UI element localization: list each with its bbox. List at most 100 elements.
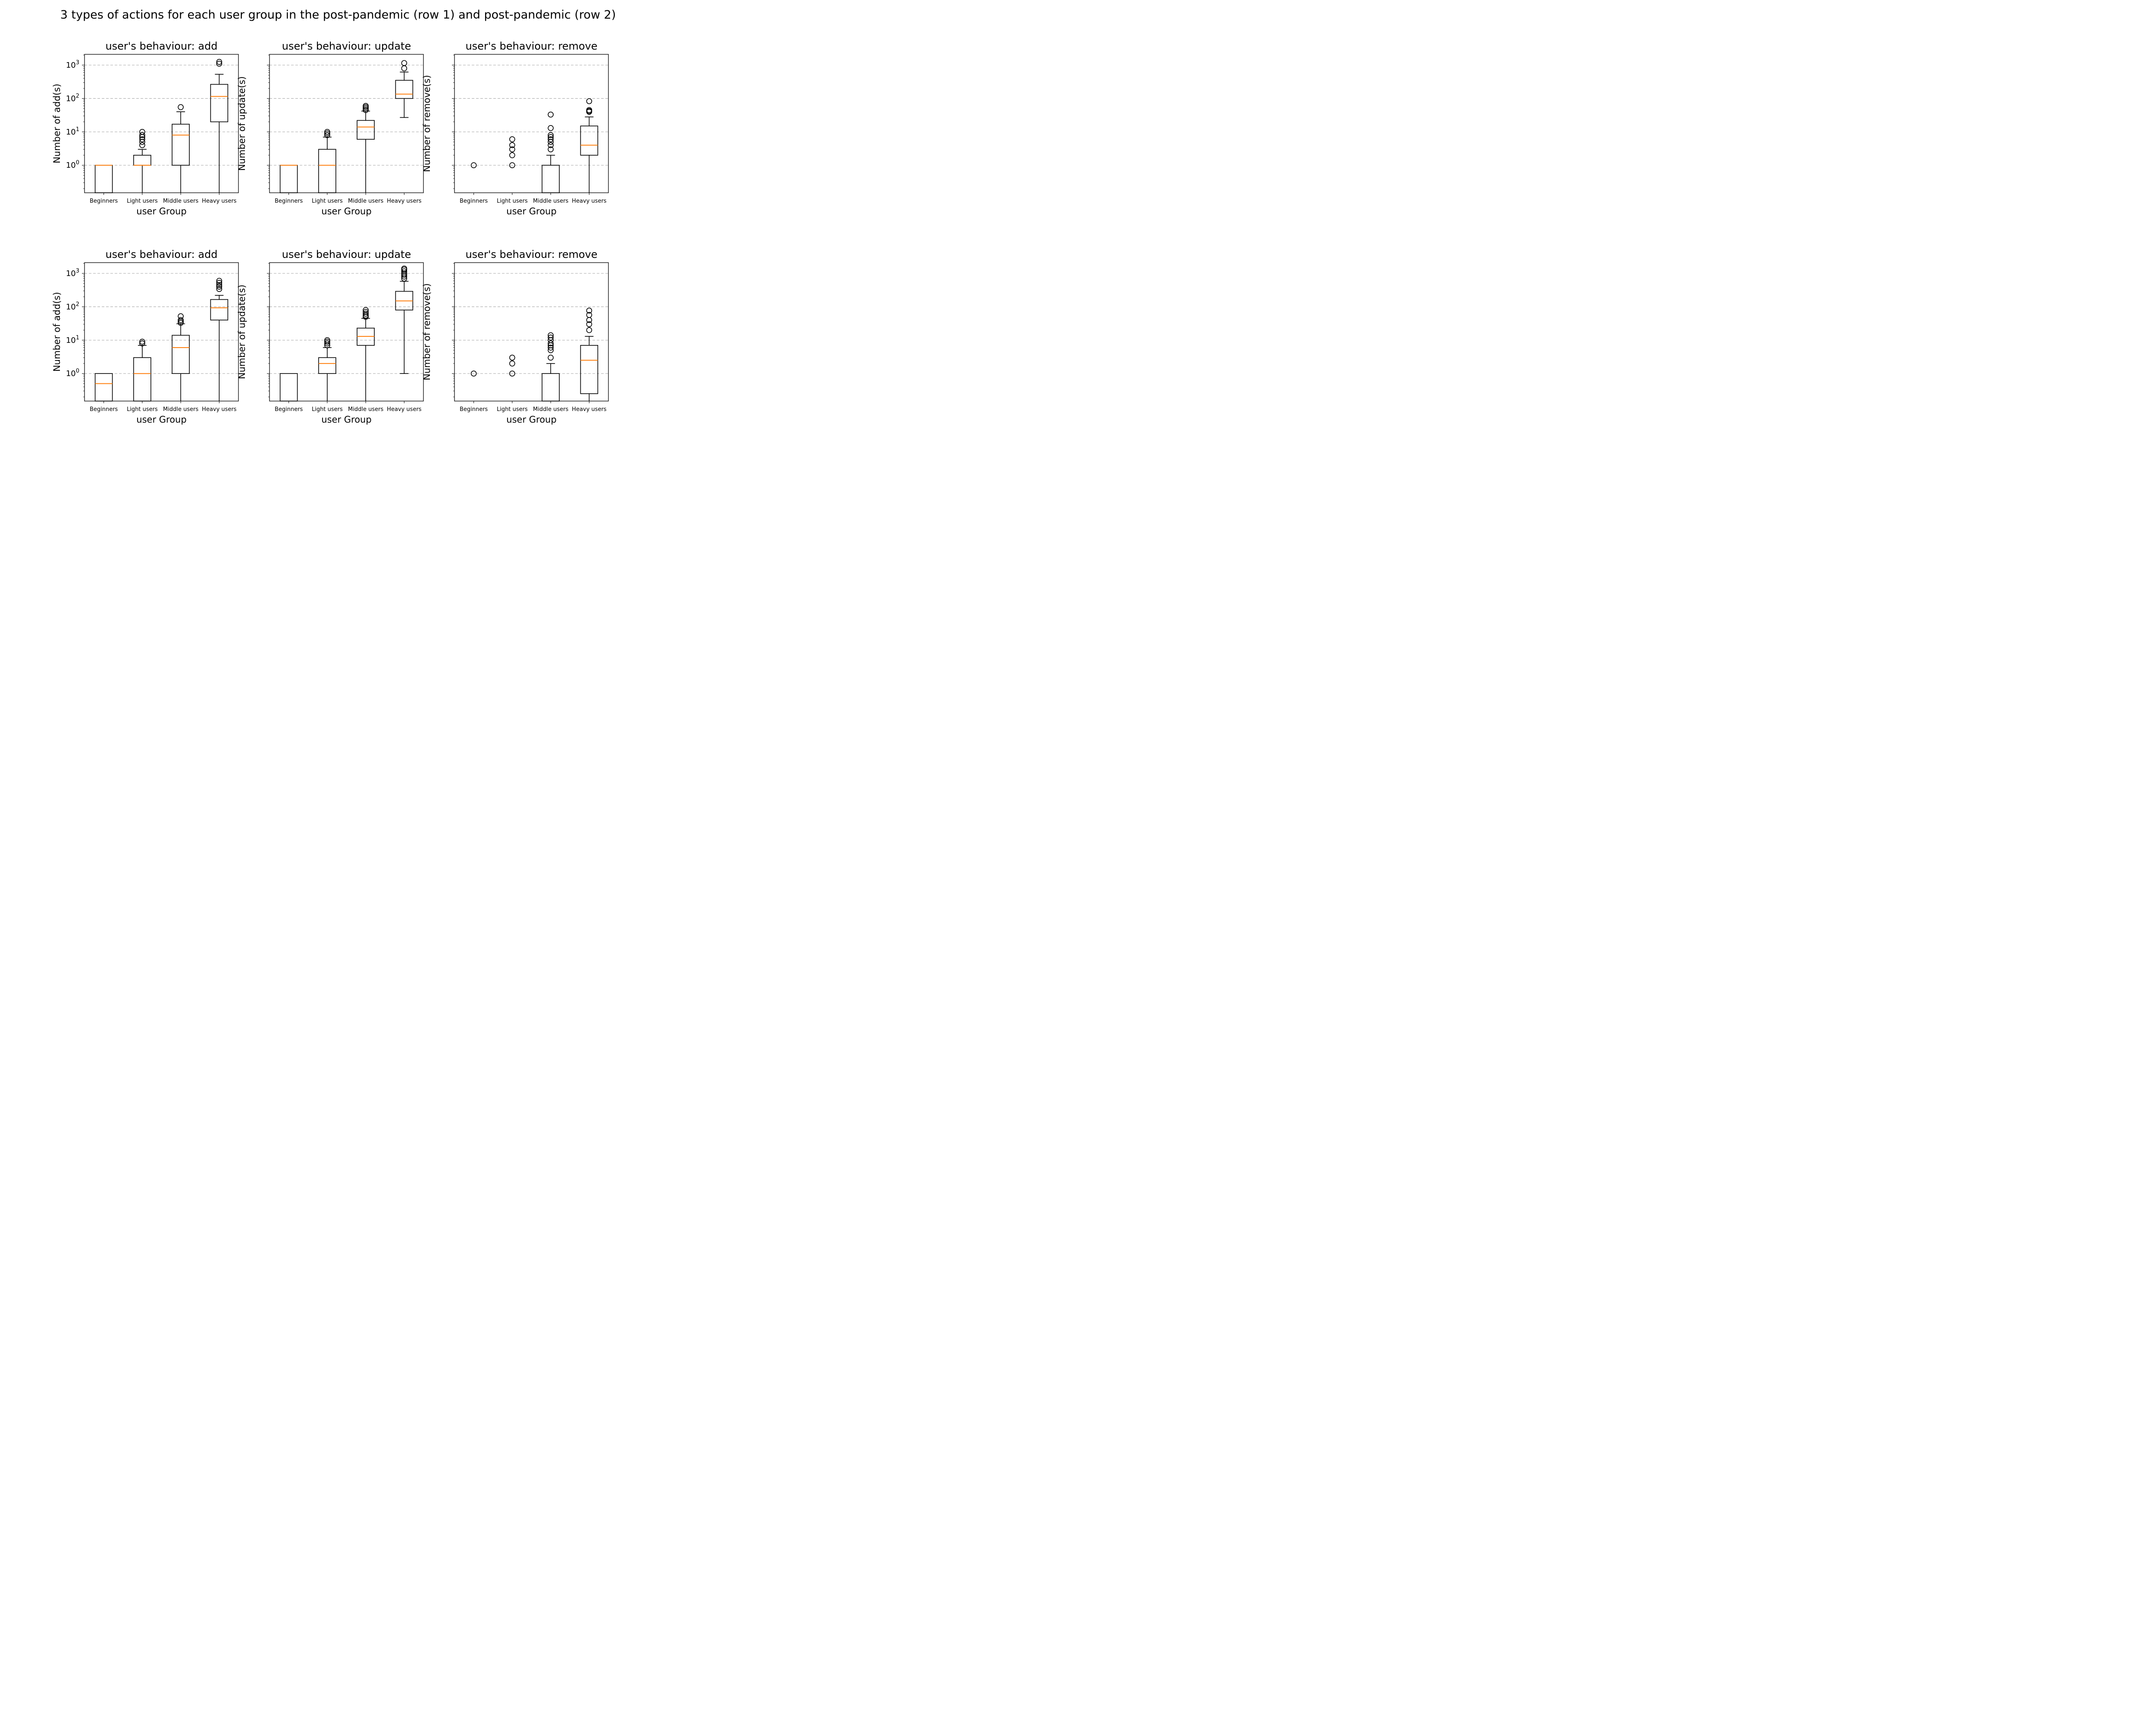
outlier-point	[509, 146, 515, 153]
outlier-point	[509, 361, 515, 367]
subplot-title: user's behaviour: add	[105, 248, 217, 260]
x-tick-label: Middle users	[163, 406, 198, 413]
x-tick-label: Beginners	[275, 406, 303, 413]
x-tick-label: Heavy users	[572, 198, 607, 204]
x-tick-label: Middle users	[348, 406, 383, 413]
subplot-6: Beginners Light users Middle users Heavy us…	[422, 248, 609, 425]
plot-frame	[454, 262, 609, 401]
outlier-point	[216, 60, 222, 67]
outlier-point	[509, 142, 515, 148]
subplot-3: Beginners Light users Middle users Heavy us…	[422, 40, 609, 216]
box-middle-users	[172, 104, 190, 193]
outlier-point	[548, 132, 554, 138]
outlier-point	[216, 283, 222, 290]
outlier-point	[139, 129, 145, 135]
outlier-point	[324, 129, 330, 135]
subplot-5: Beginners Light users Middle users Heavy us…	[237, 248, 424, 425]
subplot-4: 100 101 102 103 Beginners Light users Middle u…	[52, 248, 239, 425]
outlier-point	[363, 310, 369, 317]
box-middle-users	[357, 307, 375, 401]
x-tick-label: Beginners	[275, 198, 303, 204]
box-heavy-users	[580, 307, 599, 401]
plot-frame	[84, 54, 239, 193]
x-tick-label: Light users	[312, 406, 343, 413]
subplot-1: 100 101 102 103 Beginners Light users Middle u…	[52, 40, 239, 216]
outlier-point	[586, 107, 592, 113]
x-axis-label: user Group	[136, 206, 186, 216]
outlier-point	[401, 265, 407, 272]
subplot-title: user's behaviour: add	[105, 40, 217, 52]
y-axis-label: Number of add(s)	[52, 84, 62, 163]
y-axis-label: Number of remove(s)	[422, 75, 432, 172]
y-tick-label: 103	[66, 268, 79, 278]
x-axis-label: user Group	[506, 414, 556, 425]
y-tick-label: 102	[66, 93, 79, 103]
y-axis-label: Number of update(s)	[237, 76, 247, 171]
box-heavy-users	[210, 59, 229, 193]
x-tick-label: Light users	[497, 406, 528, 413]
box-light-users	[509, 354, 515, 377]
outlier-point	[178, 313, 184, 320]
outlier-point	[178, 104, 184, 110]
x-tick-label: Middle users	[348, 198, 383, 204]
x-tick-label: Beginners	[460, 198, 488, 204]
x-tick-label: Middle users	[533, 198, 568, 204]
outlier-point	[586, 307, 592, 314]
box-light-users	[509, 136, 515, 169]
outlier-point	[363, 105, 369, 112]
box-beginners	[470, 162, 477, 169]
subplot-title: user's behaviour: update	[282, 248, 411, 260]
outlier-point	[216, 278, 222, 284]
x-tick-label: Beginners	[90, 198, 118, 204]
outlier-point	[363, 103, 369, 109]
outlier-point	[548, 111, 554, 118]
plot-frame	[269, 262, 424, 401]
figure-title: 3 types of actions for each user group i…	[60, 8, 616, 22]
subplot-title: user's behaviour: update	[282, 40, 411, 52]
x-tick-label: Beginners	[90, 406, 118, 413]
box-heavy-users	[580, 98, 599, 193]
outlier-point	[509, 370, 515, 377]
outlier-point	[586, 327, 592, 333]
x-tick-label: Light users	[312, 198, 343, 204]
subplot-title: user's behaviour: remove	[465, 40, 597, 52]
x-tick-label: Heavy users	[387, 406, 422, 413]
outlier-point	[509, 354, 515, 361]
x-tick-label: Light users	[127, 198, 158, 204]
x-tick-label: Light users	[497, 198, 528, 204]
figure: 3 types of actions for each user group i…	[0, 0, 668, 452]
y-tick-label: 101	[66, 335, 79, 345]
outlier-point	[401, 60, 407, 66]
outlier-point	[548, 134, 554, 140]
outlier-point	[586, 98, 592, 104]
x-axis-label: user Group	[321, 206, 371, 216]
outlier-point	[509, 152, 515, 158]
box-heavy-users	[395, 265, 414, 374]
plot-frame	[454, 54, 609, 193]
figure-background	[0, 0, 668, 452]
box-light-users	[133, 339, 151, 401]
outlier-point	[470, 370, 477, 377]
outlier-point	[139, 136, 145, 142]
outlier-point	[363, 307, 369, 313]
outlier-point	[139, 339, 145, 345]
outlier-point	[216, 286, 222, 292]
outlier-point	[548, 354, 554, 361]
box-heavy-users	[210, 278, 229, 401]
box-light-users	[133, 129, 151, 193]
outlier-point	[139, 142, 145, 148]
x-tick-label: Heavy users	[387, 198, 422, 204]
outlier-point	[139, 340, 145, 347]
box-middle-users	[542, 332, 560, 401]
outlier-point	[548, 125, 554, 131]
y-tick-label: 100	[66, 160, 79, 170]
outlier-point	[363, 309, 369, 315]
y-axis-label: Number of update(s)	[237, 285, 247, 379]
outlier-point	[548, 332, 554, 339]
outlier-point	[178, 317, 184, 323]
outlier-point	[139, 132, 145, 138]
outlier-point	[548, 142, 554, 148]
x-axis-label: user Group	[136, 414, 186, 425]
plot-frame	[269, 54, 424, 193]
box-middle-users	[542, 111, 560, 193]
